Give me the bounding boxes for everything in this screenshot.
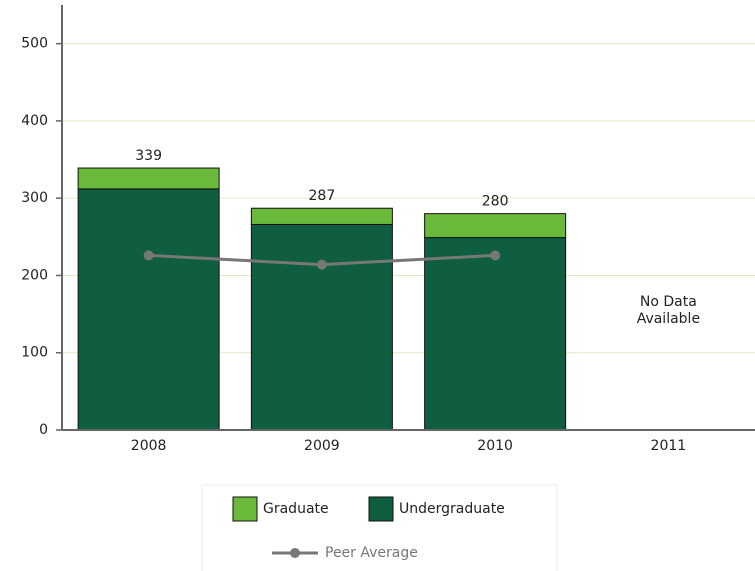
y-tick-label: 200 (21, 267, 48, 283)
x-tick-label: 2011 (651, 438, 687, 454)
total-label: 280 (482, 194, 509, 210)
y-tick-label: 300 (21, 190, 48, 206)
line-point (490, 250, 501, 261)
bar-segment (250, 207, 393, 225)
bar-segment (424, 213, 567, 239)
total-label: 287 (309, 188, 336, 204)
y-tick-label: 400 (21, 113, 48, 129)
bar-segment (424, 237, 567, 431)
legend-marker (290, 548, 300, 558)
line-point (143, 250, 154, 261)
bar-segment (77, 167, 220, 190)
total-label: 339 (135, 148, 162, 164)
x-tick-label: 2009 (304, 438, 340, 454)
legend-swatch (368, 496, 394, 522)
x-tick-label: 2008 (131, 438, 167, 454)
annotation: Available (637, 311, 700, 327)
x-tick-label: 2010 (477, 438, 513, 454)
legend-label: Peer Average (325, 545, 418, 561)
bar-segment (77, 188, 220, 431)
bar-segment (250, 223, 393, 431)
y-tick-label: 500 (21, 36, 48, 52)
y-tick-label: 0 (39, 422, 48, 438)
line-point (316, 259, 327, 270)
legend-swatch (232, 496, 258, 522)
legend-label: Undergraduate (399, 501, 505, 517)
annotation: No Data (640, 294, 697, 310)
legend-label: Graduate (263, 501, 329, 517)
y-tick-label: 100 (21, 345, 48, 361)
